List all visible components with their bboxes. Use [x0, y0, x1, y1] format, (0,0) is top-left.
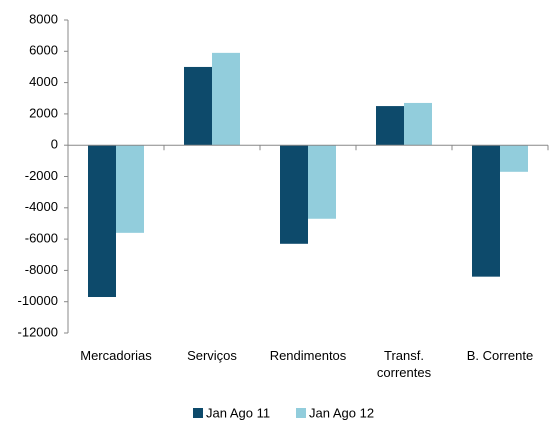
bar [280, 145, 308, 244]
bar [88, 145, 116, 298]
bar [404, 102, 432, 146]
bar [116, 145, 144, 233]
y-tick-label: -2000 [25, 168, 58, 183]
y-tick-label: -8000 [25, 262, 58, 277]
y-tick-label: -12000 [18, 324, 58, 339]
y-tick-label: -10000 [18, 293, 58, 308]
bar [472, 145, 500, 277]
x-tick-label: Rendimentos [269, 348, 347, 363]
y-tick-label: 0 [51, 137, 58, 152]
legend-swatch [296, 408, 306, 418]
legend-swatch [193, 408, 203, 418]
y-tick-label: 6000 [29, 43, 58, 58]
bar [184, 66, 212, 146]
y-tick-label: -6000 [25, 231, 58, 246]
bar [376, 106, 404, 146]
bar [212, 52, 240, 146]
y-tick-label: 4000 [29, 74, 58, 89]
bar [500, 145, 528, 172]
x-tick-label: Mercadorias [80, 348, 152, 363]
x-tick-label: B. Corrente [466, 348, 534, 363]
x-tick-label: Serviços [187, 348, 237, 363]
x-tick-label: Transf. correntes [376, 348, 432, 380]
legend-label: Jan Ago 12 [309, 405, 374, 420]
y-tick-label: 2000 [29, 105, 58, 120]
y-tick-label: 8000 [29, 11, 58, 26]
legend-label: Jan Ago 11 [206, 405, 270, 420]
bar [308, 145, 336, 219]
y-tick-label: -4000 [25, 199, 58, 214]
